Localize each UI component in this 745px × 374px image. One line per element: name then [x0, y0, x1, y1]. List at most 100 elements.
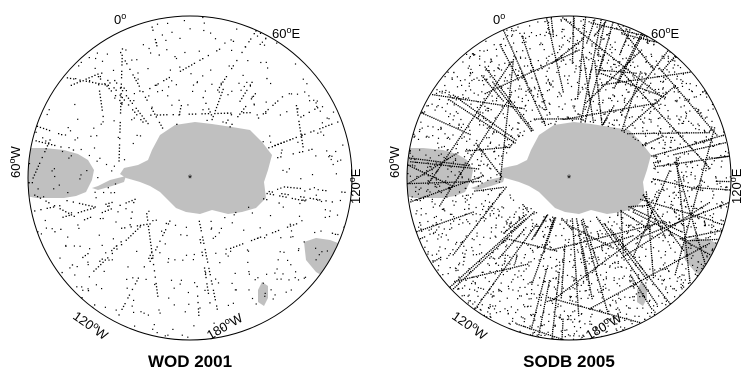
- station-dot: [656, 102, 658, 104]
- station-dot: [590, 243, 592, 246]
- station-dot: [694, 215, 696, 217]
- station-dot: [598, 97, 600, 99]
- station-dot: [290, 230, 293, 232]
- station-dot: [591, 96, 593, 99]
- station-dot: [530, 92, 532, 94]
- station-dot: [217, 282, 220, 284]
- station-dot: [553, 217, 555, 220]
- station-dot: [612, 27, 614, 29]
- station-dot: [552, 29, 554, 31]
- station-dot: [267, 67, 269, 69]
- station-dot: [702, 256, 704, 258]
- station-dot: [676, 87, 678, 89]
- station-dot: [716, 230, 718, 233]
- station-dot: [590, 70, 592, 72]
- station-dot: [492, 165, 495, 167]
- station-dot: [684, 185, 687, 187]
- station-dot: [606, 111, 608, 113]
- station-dot: [511, 70, 513, 72]
- station-dot: [481, 182, 483, 184]
- station-dot: [534, 245, 536, 247]
- station-dot: [31, 182, 33, 184]
- station-dot: [644, 96, 646, 98]
- station-dot: [663, 95, 665, 97]
- station-dot: [164, 243, 166, 245]
- station-dot: [476, 232, 478, 234]
- station-dot: [248, 206, 250, 208]
- station-dot: [544, 118, 547, 120]
- station-dot: [685, 233, 687, 235]
- station-dot: [502, 130, 505, 132]
- station-dot: [599, 24, 601, 26]
- station-dot: [590, 293, 592, 295]
- station-dot: [167, 261, 169, 263]
- station-dot: [473, 116, 475, 118]
- station-dot: [493, 207, 495, 210]
- station-dot: [566, 55, 568, 57]
- panel-title: WOD 2001: [148, 352, 232, 371]
- station-dot: [481, 115, 483, 117]
- station-dot: [630, 124, 632, 126]
- station-dot: [468, 112, 470, 114]
- station-dot: [495, 217, 497, 219]
- station-dot: [147, 68, 149, 70]
- station-dot: [457, 128, 459, 130]
- station-dot: [205, 102, 207, 104]
- station-dot: [494, 129, 496, 131]
- station-dot: [299, 202, 301, 205]
- station-dot: [697, 209, 699, 211]
- station-dot: [680, 220, 682, 223]
- station-dot: [718, 135, 720, 138]
- station-dot: [108, 87, 110, 90]
- station-dot: [538, 68, 540, 70]
- station-dot: [580, 121, 582, 123]
- station-dot: [200, 227, 202, 229]
- station-dot: [500, 170, 502, 172]
- station-dot: [656, 234, 659, 236]
- station-dot: [169, 69, 171, 71]
- station-dot: [500, 176, 503, 178]
- station-dot: [507, 137, 509, 139]
- station-dot: [322, 127, 324, 129]
- station-dot: [626, 35, 628, 37]
- station-dot: [542, 265, 544, 267]
- station-dot: [521, 77, 523, 79]
- station-dot: [623, 73, 625, 75]
- station-dot: [562, 323, 564, 325]
- station-dot: [486, 124, 489, 126]
- station-dot: [627, 36, 629, 38]
- station-dot: [712, 137, 714, 139]
- station-dot: [86, 217, 89, 220]
- station-dot: [155, 249, 157, 251]
- station-dot: [695, 246, 697, 248]
- station-dot: [551, 22, 553, 24]
- station-dot: [577, 93, 579, 95]
- station-dot: [510, 46, 512, 48]
- station-dot: [572, 284, 574, 286]
- station-dot: [88, 57, 90, 59]
- station-dot: [519, 246, 521, 249]
- station-dot: [274, 102, 276, 104]
- station-dot: [87, 288, 89, 290]
- station-dot: [247, 250, 250, 252]
- station-dot: [423, 174, 425, 176]
- station-dot: [500, 172, 502, 175]
- station-dot: [707, 252, 709, 255]
- station-dot: [168, 76, 170, 79]
- station-dot: [495, 91, 497, 94]
- station-dot: [546, 237, 548, 240]
- station-dot: [585, 246, 587, 248]
- station-dot: [54, 144, 56, 147]
- station-dot: [675, 209, 678, 211]
- station-dot: [465, 103, 467, 105]
- station-dot: [442, 199, 444, 201]
- station-dot: [557, 285, 559, 287]
- station-dot: [621, 245, 623, 248]
- station-dot: [81, 297, 83, 299]
- station-dot: [552, 35, 554, 38]
- station-dot: [634, 282, 636, 284]
- station-dot: [609, 76, 611, 78]
- station-dot: [553, 118, 555, 120]
- station-dot: [422, 228, 424, 231]
- station-dot: [556, 291, 558, 293]
